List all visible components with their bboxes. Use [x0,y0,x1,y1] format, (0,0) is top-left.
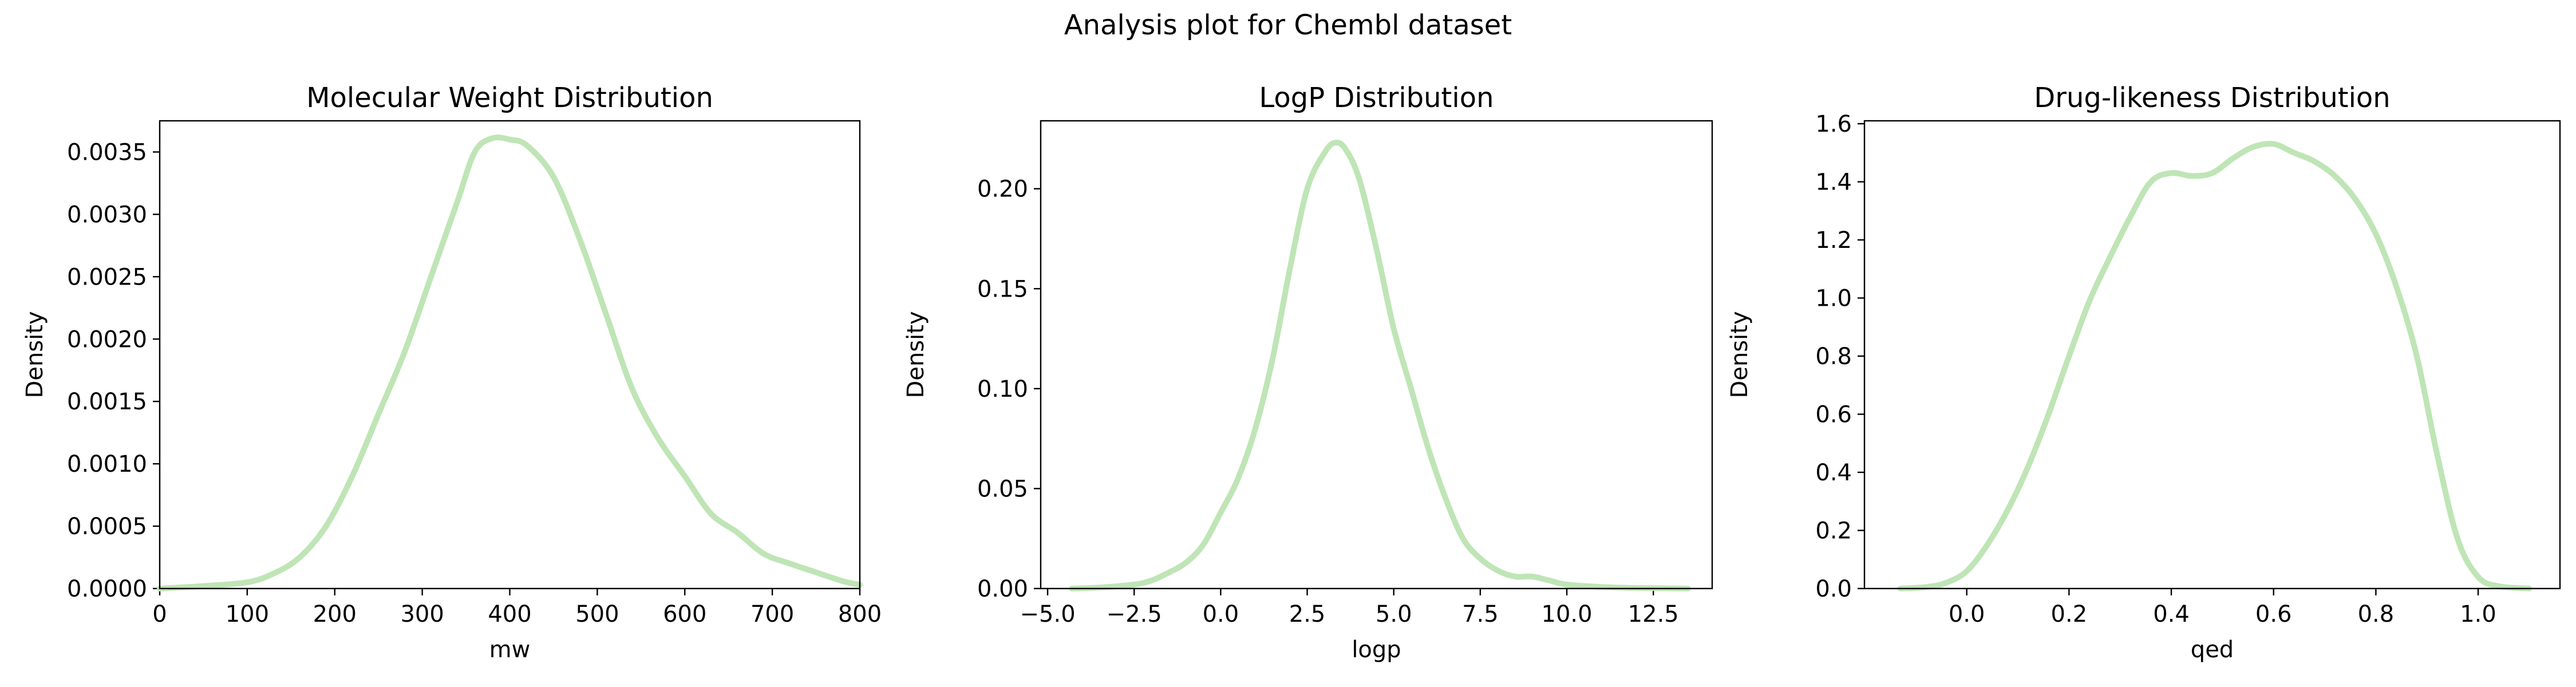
axes-frame [159,120,861,590]
x-tick-label: 2.5 [1289,601,1326,627]
y-tick-label: 0.0020 [67,326,147,353]
x-tick-label: −5.0 [1020,601,1076,627]
x-tick-label: 100 [226,601,269,627]
y-tick-label: 1.4 [1815,169,1852,196]
x-tick-label: 0.2 [2051,601,2088,627]
y-axis-label: Density [903,311,929,398]
x-tick-label: 200 [313,601,357,627]
y-tick-label: 0.15 [977,276,1028,302]
y-tick-label: 0.0015 [67,389,147,415]
y-axis-label: Density [22,311,48,398]
x-axis-label: logp [1352,637,1401,663]
x-axis-label: mw [489,637,531,663]
axes-frame [1863,120,2561,590]
x-tick-label: 0 [152,601,167,627]
plot-molecular-weight: Molecular Weight Distribution mw Density… [22,82,882,663]
y-tick-label: 0.0035 [67,139,147,165]
plot-title: Drug-likeness Distribution [2034,82,2390,114]
y-tick-label: 1.2 [1815,227,1852,254]
plot-drug-likeness: Drug-likeness Distribution qed Density 0… [1726,82,2561,663]
y-tick-label: 0.8 [1815,344,1852,370]
x-tick-label: 10.0 [1542,601,1593,627]
x-tick-label: 0.6 [2255,601,2292,627]
y-tick-label: 0.2 [1815,518,1852,544]
y-tick-label: 0.0000 [67,576,147,602]
density-curve [1897,141,2532,591]
x-tick-label: 7.5 [1462,601,1499,627]
x-tick-label: 12.5 [1628,601,1679,627]
y-tick-label: 0.0025 [67,264,147,290]
x-tick-label: 0.0 [1949,601,1985,627]
y-tick-label: 0.0030 [67,202,147,228]
x-tick-label: 500 [575,601,619,627]
figure-suptitle: Analysis plot for Chembl dataset [1064,9,1512,41]
y-tick-label: 0.0005 [67,514,147,540]
x-axis-label: qed [2191,637,2234,663]
x-tick-label: 1.0 [2460,601,2496,627]
plot-title: Molecular Weight Distribution [306,82,713,114]
y-tick-label: 0.4 [1815,460,1852,486]
x-tick-label: 0.8 [2358,601,2395,627]
x-tick-label: −2.5 [1107,601,1162,627]
x-tick-label: 5.0 [1376,601,1412,627]
y-tick-label: 0.10 [977,376,1028,402]
tick-group: 0.0 0.2 0.4 0.6 0.8 1.0 0.0 0.2 0.4 0.6 0.8 1.0 1.2 1… [1815,111,2496,627]
x-tick-label: 300 [400,601,444,627]
density-curve [1069,140,1691,591]
y-tick-label: 0.0 [1815,576,1852,602]
y-tick-label: 0.6 [1815,402,1852,428]
x-tick-label: 700 [750,601,794,627]
x-tick-label: 400 [488,601,531,627]
y-tick-label: 0.00 [977,576,1028,602]
y-tick-label: 0.20 [977,176,1028,203]
tick-group: −5.0 −2.5 0.0 2.5 5.0 7.5 10.0 12.5 0.00 0.05 0.10… [977,176,1679,627]
density-curve [157,135,863,591]
plot-title: LogP Distribution [1259,82,1494,114]
x-tick-label: 800 [838,601,882,627]
plot-logp: LogP Distribution logp Density −5.0 −2.5 0… [903,82,1713,663]
x-tick-label: 600 [663,601,706,627]
x-tick-label: 0.4 [2153,601,2190,627]
y-tick-label: 1.6 [1815,111,1852,137]
y-tick-label: 1.0 [1815,286,1852,312]
tick-group: 0 100 200 300 400 500 600 700 800 0.0000 0.0005 0.0… [67,139,882,627]
x-tick-label: 0.0 [1203,601,1239,627]
y-tick-label: 0.05 [977,476,1028,502]
y-axis-label: Density [1726,311,1753,398]
y-tick-label: 0.0010 [67,451,147,477]
axes-frame [1040,120,1713,590]
